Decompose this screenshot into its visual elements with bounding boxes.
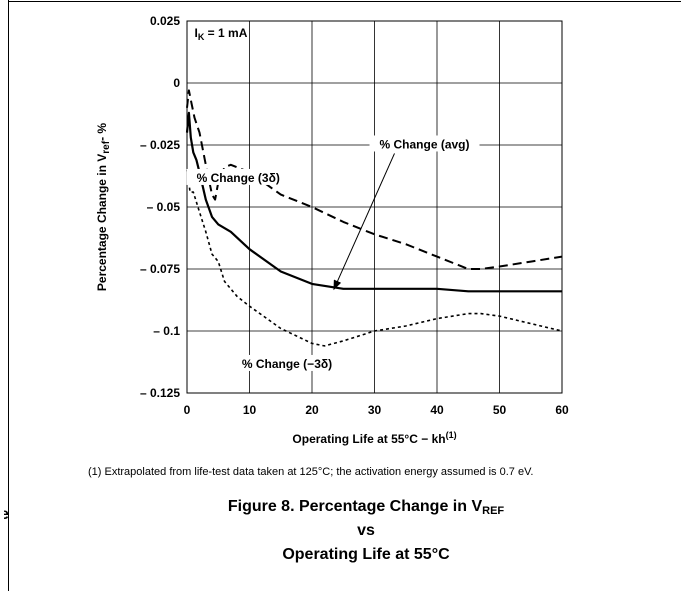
x-tick-label: 40 — [430, 403, 444, 417]
y-tick-label: – 0.125 — [140, 386, 180, 400]
chart-annotations: % Change (avg) % Change (3δ) % Change (−3δ… — [186, 135, 480, 371]
vref-change-chart: 0 10 20 30 40 50 60 0.025 0 – 0.025 – 0.05 – 0.075… — [95, 14, 569, 446]
x-tick-label: 50 — [493, 403, 507, 417]
x-axis-title: Operating Life at 55°C − kh(1) — [292, 430, 456, 446]
x-tick-label: 10 — [243, 403, 257, 417]
series-line-dotted — [186, 169, 563, 347]
y-axis-title: Percentage Change in Vref- % — [95, 123, 112, 292]
x-axis-ticks: 0 10 20 30 40 50 60 — [184, 403, 569, 417]
annotation-backdrop — [186, 168, 290, 185]
series-line-solid — [185, 111, 562, 293]
y-tick-label: 0 — [173, 76, 180, 90]
x-tick-label: 20 — [305, 403, 319, 417]
y-tick-label: – 0.05 — [147, 200, 181, 214]
figure-caption-line2: vs — [357, 522, 375, 539]
x-tick-label: 0 — [184, 403, 191, 417]
plot-area-frame — [186, 20, 563, 394]
y-axis-ticks: 0.025 0 – 0.025 – 0.05 – 0.075 – 0.1 – 0.125 — [140, 14, 180, 400]
series-annotation-label: % Change (avg) — [379, 137, 469, 151]
y-tick-label: – 0.1 — [153, 324, 180, 338]
y-tick-label: – 0.075 — [140, 262, 180, 276]
figure-caption-line1: Figure 8. Percentage Change in VREF — [227, 498, 505, 517]
series-annotation-label: % Change (3δ) — [197, 171, 280, 185]
series-annotation-label: % Change (−3δ) — [242, 357, 332, 371]
annotation-backdrop — [232, 354, 342, 371]
page-border-left — [8, 0, 9, 591]
page-border-top — [8, 1, 681, 2]
figure-caption-line3: Operating Life at 55°C — [282, 546, 450, 563]
footnote: (1) Extrapolated from life-test data tak… — [88, 466, 534, 478]
cropped-margin-letter: e — [0, 506, 9, 523]
y-tick-label: – 0.025 — [140, 138, 180, 152]
x-tick-label: 60 — [555, 403, 569, 417]
x-tick-label: 30 — [368, 403, 382, 417]
test-condition-label: IK = 1 mA — [195, 26, 248, 42]
annotation-arrow — [333, 153, 395, 291]
chart-grid — [186, 20, 563, 394]
y-tick-label: 0.025 — [150, 14, 180, 28]
annotation-backdrop — [369, 135, 480, 152]
